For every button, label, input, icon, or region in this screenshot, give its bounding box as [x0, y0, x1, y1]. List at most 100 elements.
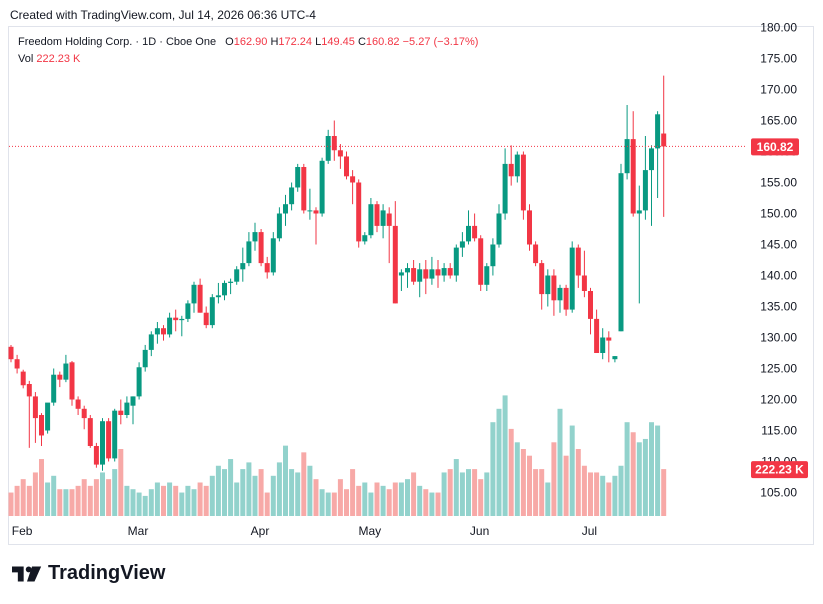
open-label: O	[225, 36, 234, 48]
candle-body	[93, 446, 99, 465]
candle-body	[374, 204, 380, 226]
price-tick-label: 155.00	[760, 176, 797, 190]
candle-body	[75, 399, 81, 409]
volume-bar	[478, 479, 484, 516]
volume-bar	[289, 469, 295, 516]
volume-bar	[319, 489, 325, 516]
price-tick-label: 150.00	[760, 207, 797, 221]
candle-body	[600, 337, 606, 353]
candle-body	[466, 225, 471, 242]
volume-label: Vol	[18, 53, 34, 65]
candle-body	[215, 295, 221, 298]
candle-body	[398, 272, 404, 276]
candle-body	[197, 284, 203, 313]
candle-body	[57, 374, 63, 380]
price-tick-label: 140.00	[760, 269, 797, 283]
volume-bar	[606, 482, 612, 516]
close-label: C	[357, 36, 366, 48]
candle-body	[331, 136, 337, 151]
candle-body	[203, 312, 209, 326]
candle-body	[624, 139, 630, 174]
candle-body	[417, 269, 423, 282]
tradingview-logo[interactable]: TradingView	[12, 562, 165, 585]
volume-bar	[539, 469, 545, 516]
volume-bar	[459, 472, 465, 516]
volume-bar	[612, 475, 618, 516]
volume-bar	[154, 482, 160, 516]
candle-body	[636, 210, 642, 214]
volume-bar	[246, 462, 252, 516]
volume-bar	[520, 449, 526, 516]
volume-bar	[215, 465, 221, 516]
price-tick-label: 120.00	[760, 393, 797, 407]
candle-body	[81, 408, 87, 419]
volume-bar	[234, 482, 240, 516]
volume-bar	[136, 492, 142, 516]
volume-bar	[527, 455, 532, 516]
candle-body	[588, 291, 593, 319]
volume-bar	[429, 492, 435, 516]
low-value: 149.45	[321, 36, 355, 48]
candle-body	[234, 269, 240, 282]
candle-body	[642, 170, 648, 211]
volume-bar	[301, 452, 307, 516]
volume-bar	[514, 442, 520, 516]
candle-body	[319, 160, 325, 214]
candle-body	[252, 232, 258, 242]
volume-bar	[472, 469, 478, 516]
candle-body	[630, 139, 636, 214]
price-tick-label: 165.00	[760, 114, 797, 128]
time-tick-label: Apr	[251, 524, 270, 538]
volume-bar	[484, 472, 490, 516]
candle-body	[478, 238, 484, 285]
candle-body	[557, 287, 563, 301]
volume-bar	[307, 465, 313, 516]
volume-bar	[222, 469, 227, 516]
volume-bar	[386, 489, 392, 516]
tradingview-logo-icon	[12, 566, 42, 581]
volume-bar	[81, 479, 87, 516]
candle-body	[258, 232, 264, 264]
candle-body	[313, 210, 319, 214]
volume-bar	[490, 422, 496, 516]
price-tick-label: 175.00	[760, 52, 797, 66]
candle-body	[514, 154, 520, 177]
candle-body	[228, 281, 234, 283]
candle-body	[618, 173, 624, 332]
created-with-header: Created with TradingView.com, Jul 14, 20…	[10, 8, 316, 22]
candle-body	[20, 371, 26, 386]
candle-body	[167, 317, 173, 335]
volume-badge	[751, 461, 808, 479]
candle-body	[569, 247, 575, 310]
volume-bar	[270, 475, 276, 516]
candle-body	[8, 346, 14, 360]
candle-body	[459, 241, 465, 248]
volume-bar	[398, 482, 404, 516]
volume-bar	[337, 479, 343, 516]
volume-bar	[630, 432, 636, 516]
volume-bar	[356, 485, 362, 516]
candle-body	[136, 367, 142, 397]
volume-bar	[20, 479, 26, 516]
volume-bar	[191, 489, 197, 516]
candle-body	[63, 363, 69, 380]
candle-body	[325, 136, 331, 161]
change-value: −5.27 (−3.17%)	[402, 36, 479, 48]
volume-bar	[344, 489, 349, 516]
candle-body	[118, 410, 124, 415]
candle-body	[39, 415, 44, 436]
volume-bar	[258, 469, 264, 516]
volume-bar	[466, 469, 471, 516]
volume-bar	[161, 485, 166, 516]
candle-body	[612, 356, 618, 360]
candle-body	[441, 268, 447, 276]
volume-bar	[39, 459, 44, 516]
volume-bar	[417, 485, 423, 516]
candle-body	[356, 182, 362, 242]
chart-frame[interactable]	[8, 26, 814, 545]
volume-bar	[551, 442, 557, 516]
candle-body	[69, 362, 75, 400]
price-tick-label: 170.00	[760, 83, 797, 97]
symbol-text[interactable]: Freedom Holding Corp. · 1D · Cboe One	[18, 36, 217, 48]
